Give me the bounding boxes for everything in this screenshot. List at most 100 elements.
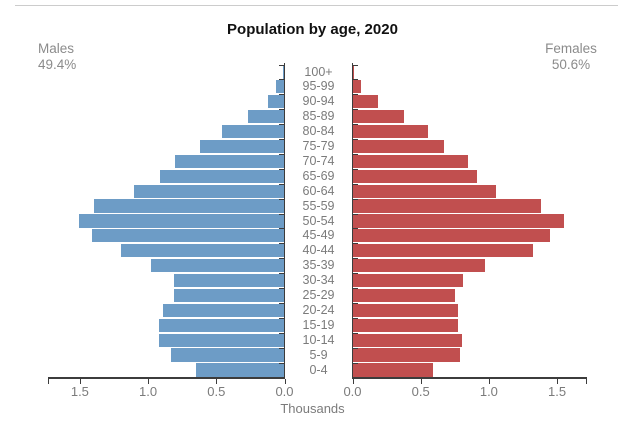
female-axis-category-tick [353,243,359,245]
female-bar-45-49 [352,229,551,243]
female-axis-category-tick [353,317,359,319]
male-axis-tick-label-1.5: 1.5 [70,384,89,399]
males-share-block: Males 49.4% [38,41,76,73]
female-axis-category-tick [353,228,359,230]
males-label: Males [38,41,75,56]
female-axis-category-tick [353,273,359,275]
female-bar-20-24 [352,303,458,317]
female-bar-35-39 [352,259,485,273]
x-axis-unit-label: Thousands [280,401,345,416]
male-axis-category-tick [278,64,284,66]
female-bar-75-79 [352,139,444,154]
male-axis-tick-label-0.5: 0.5 [207,384,226,399]
male-axis-category-tick [278,79,284,81]
male-axis-tick-1.0 [148,378,150,384]
female-bar-55-59 [352,199,541,213]
males-percentage: 49.4% [38,57,77,72]
age-group-label-45-49: 45-49 [302,228,335,243]
female-axis-category-tick [353,94,359,96]
male-bar-55-59 [93,199,285,213]
male-bar-5-9 [171,348,285,362]
female-axis-tick-label-1.5: 1.5 [548,384,567,399]
male-bar-10-14 [159,333,285,347]
male-axis-category-tick [278,198,284,200]
female-axis-category-tick [353,258,359,260]
male-bar-85-89 [247,110,285,124]
age-group-label-35-39: 35-39 [302,258,335,273]
female-axis-tick-1.5 [557,378,559,384]
female-axis-category-tick [353,153,359,155]
female-bar-70-74 [352,154,469,168]
female-bar-30-34 [352,273,463,288]
male-bar-65-69 [160,169,285,183]
male-zero-axis [283,63,286,378]
age-group-label-0-4: 0-4 [309,362,328,377]
female-bar-5-9 [352,348,461,362]
female-bar-50-54 [352,214,564,228]
age-group-label-100+: 100+ [304,64,333,79]
male-bar-15-19 [159,318,285,332]
male-bar-45-49 [92,229,285,243]
female-bar-65-69 [352,169,477,183]
male-axis-category-tick [278,153,284,155]
female-bar-85-89 [352,110,405,124]
male-axis-category-tick [278,317,284,319]
female-axis-category-tick [353,139,359,140]
male-axis-category-tick [278,273,284,275]
age-group-label-50-54: 50-54 [302,213,335,228]
age-group-label-60-64: 60-64 [302,183,335,198]
female-axis-category-tick [353,64,359,66]
female-zero-axis [351,63,354,378]
male-axis-category-tick [278,109,284,111]
age-group-label-5-9: 5-9 [309,347,328,362]
age-group-label-80-84: 80-84 [302,124,335,139]
age-group-label-65-69: 65-69 [302,168,335,183]
male-axis-tick-1.5 [79,378,81,384]
male-bar-40-44 [120,244,285,258]
male-bar-80-84 [221,124,285,139]
female-bar-40-44 [352,244,533,258]
top-divider [15,5,618,6]
female-bar-90-94 [352,95,379,109]
male-bar-95-99 [276,80,285,94]
male-axis-category-tick [278,183,284,185]
male-bar-90-94 [268,95,285,109]
female-axis-category-tick [353,302,359,304]
chart-title: Population by age, 2020 [227,21,398,38]
male-axis-category-tick [278,288,284,289]
male-axis-category-tick [278,362,284,364]
male-axis-category-tick [278,94,284,96]
age-group-label-75-79: 75-79 [302,139,335,153]
females-share-block: Females 50.6% [535,41,607,73]
male-bar-20-24 [163,303,285,317]
male-axis-tick-label-0.0: 0.0 [275,384,294,399]
female-axis-category-tick [353,79,359,81]
age-group-label-90-94: 90-94 [302,94,335,109]
female-axis-tick-label-0.5: 0.5 [411,384,430,399]
age-group-label-70-74: 70-74 [302,153,335,168]
female-axis-end-tick [586,378,587,384]
females-label: Females [545,41,597,56]
age-group-label-95-99: 95-99 [302,79,335,94]
male-x-axis [48,377,286,379]
age-group-label-55-59: 55-59 [302,198,335,213]
male-axis-tick-label-1.0: 1.0 [139,384,158,399]
female-axis-category-tick [353,213,359,215]
male-axis-category-tick [278,302,284,304]
female-axis-category-tick [353,347,359,349]
age-group-label-25-29: 25-29 [302,288,335,302]
male-axis-category-tick [278,332,284,334]
male-bar-25-29 [174,288,285,303]
male-axis-tick-0.5 [216,378,218,384]
male-bar-0-4 [195,363,285,377]
female-bar-25-29 [352,288,455,303]
female-axis-tick-label-0.0: 0.0 [343,384,362,399]
male-bar-75-79 [199,139,285,154]
male-axis-category-tick [278,139,284,140]
female-axis-tick-0.5 [420,378,422,384]
female-axis-category-tick [353,198,359,200]
female-axis-category-tick [353,109,359,111]
female-bar-95-99 [352,80,361,94]
